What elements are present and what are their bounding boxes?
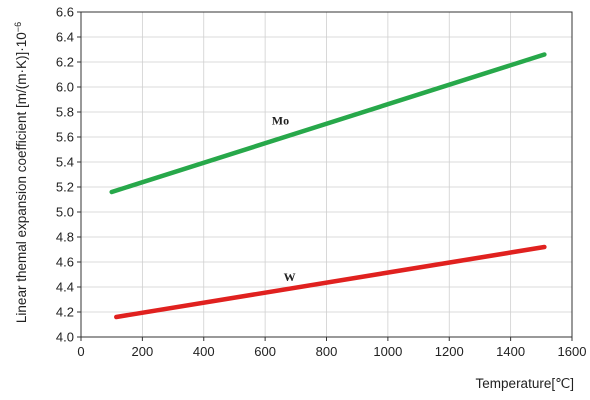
series-layer: Mo W [109,52,547,320]
y-axis: 4.0 4.2 4.4 4.6 4.8 5.0 5.2 5.4 5.6 5.8 6.0 6.2 6.4 6… [56,5,81,345]
series-line-mo [109,52,547,195]
series-label-w: W [284,270,296,284]
y-tick-label: 4.8 [56,230,74,245]
y-axis-title-text: Linear themal expansion coefficient [m/(… [14,32,29,323]
x-axis: 0 200 400 600 800 1000 1200 1400 1600 [77,337,586,359]
x-tick-label: 1400 [496,344,525,359]
y-axis-title-exponent: −6 [13,22,23,32]
y-tick-label: 6.2 [56,55,74,70]
y-tick-label: 5.8 [56,105,74,120]
x-axis-title: Temperature[℃] [476,376,574,391]
series-label-mo: Mo [272,114,289,128]
y-tick-label: 5.2 [56,180,74,195]
x-tick-label: 1200 [435,344,464,359]
x-tick-label: 0 [77,344,84,359]
x-tick-label: 600 [254,344,276,359]
y-tick-label: 6.4 [56,30,74,45]
y-tick-label: 4.6 [56,255,74,270]
y-tick-label: 6.0 [56,80,74,95]
x-tick-label: 1600 [558,344,587,359]
x-tick-label: 400 [193,344,215,359]
x-tick-label: 200 [132,344,154,359]
y-tick-label: 4.4 [56,280,74,295]
x-tick-label: 800 [316,344,338,359]
y-tick-label: 5.0 [56,205,74,220]
grid [80,11,573,338]
y-axis-title: Linear themal expansion coefficient [m/(… [13,22,29,323]
y-tick-label: 5.6 [56,130,74,145]
x-tick-label: 1000 [373,344,402,359]
y-tick-label: 4.0 [56,330,74,345]
y-tick-label: 4.2 [56,305,74,320]
y-tick-label: 5.4 [56,155,74,170]
y-tick-label: 6.6 [56,5,74,20]
series-line-w [114,244,547,320]
